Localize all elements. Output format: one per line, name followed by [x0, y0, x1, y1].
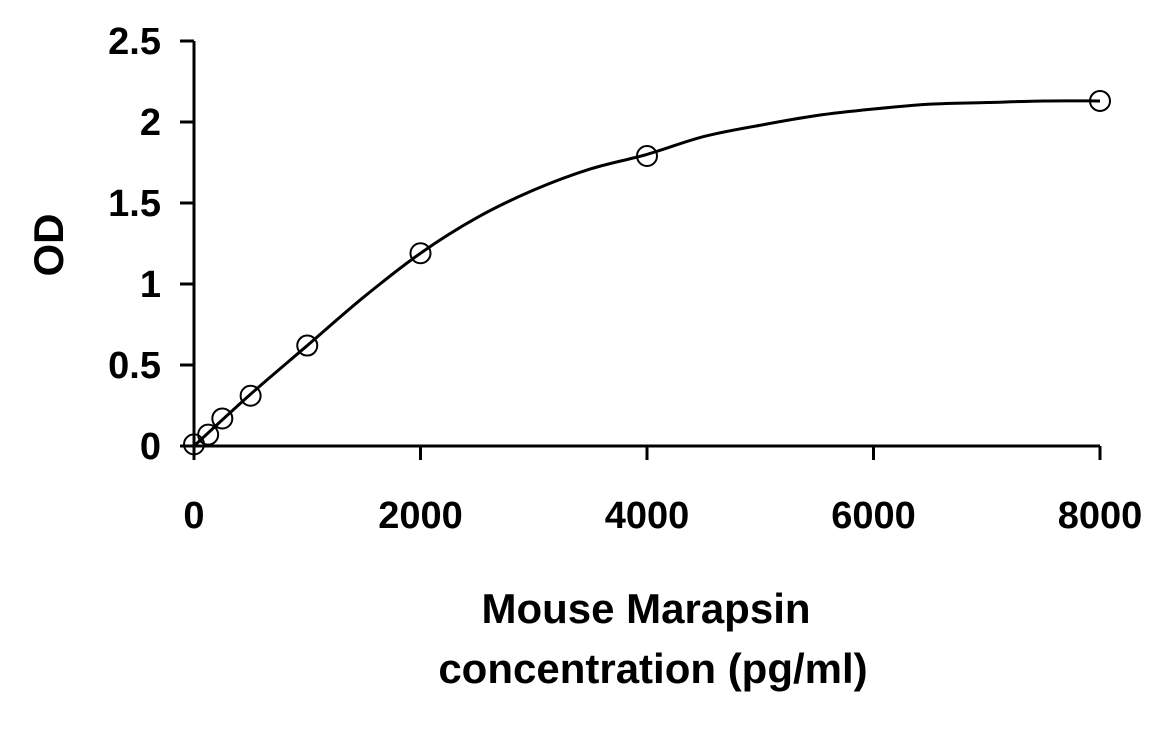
x-tick-label: 8000 [1058, 495, 1143, 537]
y-tick-label: 1.5 [108, 183, 161, 225]
x-tick-label: 0 [183, 495, 204, 537]
x-axis-ticks: 0 2000 4000 6000 8000 [183, 446, 1142, 537]
y-tick-label: 2.5 [108, 21, 161, 63]
data-point [211, 407, 234, 430]
data-point [296, 334, 319, 357]
x-tick-label: 4000 [605, 495, 690, 537]
x-axis-title-line-1: Mouse Marapsin [481, 585, 810, 632]
data-point [636, 145, 658, 168]
y-tick-label: 0.5 [108, 345, 161, 387]
data-point [239, 384, 262, 407]
x-axis-title-line-2: concentration (pg/ml) [438, 645, 867, 692]
y-tick-label: 0 [140, 426, 161, 468]
data-points [183, 89, 1111, 456]
y-axis-title: OD [25, 214, 72, 277]
y-tick-label: 1 [140, 264, 161, 306]
data-point [1089, 89, 1111, 112]
x-tick-label: 2000 [378, 495, 463, 537]
fit-curve [192, 99, 1101, 448]
data-point [197, 423, 220, 446]
y-tick-label: 2 [140, 102, 161, 144]
data-point [409, 242, 432, 265]
y-axis-ticks: 0 0.5 1 1.5 2 2.5 [108, 21, 194, 468]
x-tick-label: 6000 [831, 495, 916, 537]
